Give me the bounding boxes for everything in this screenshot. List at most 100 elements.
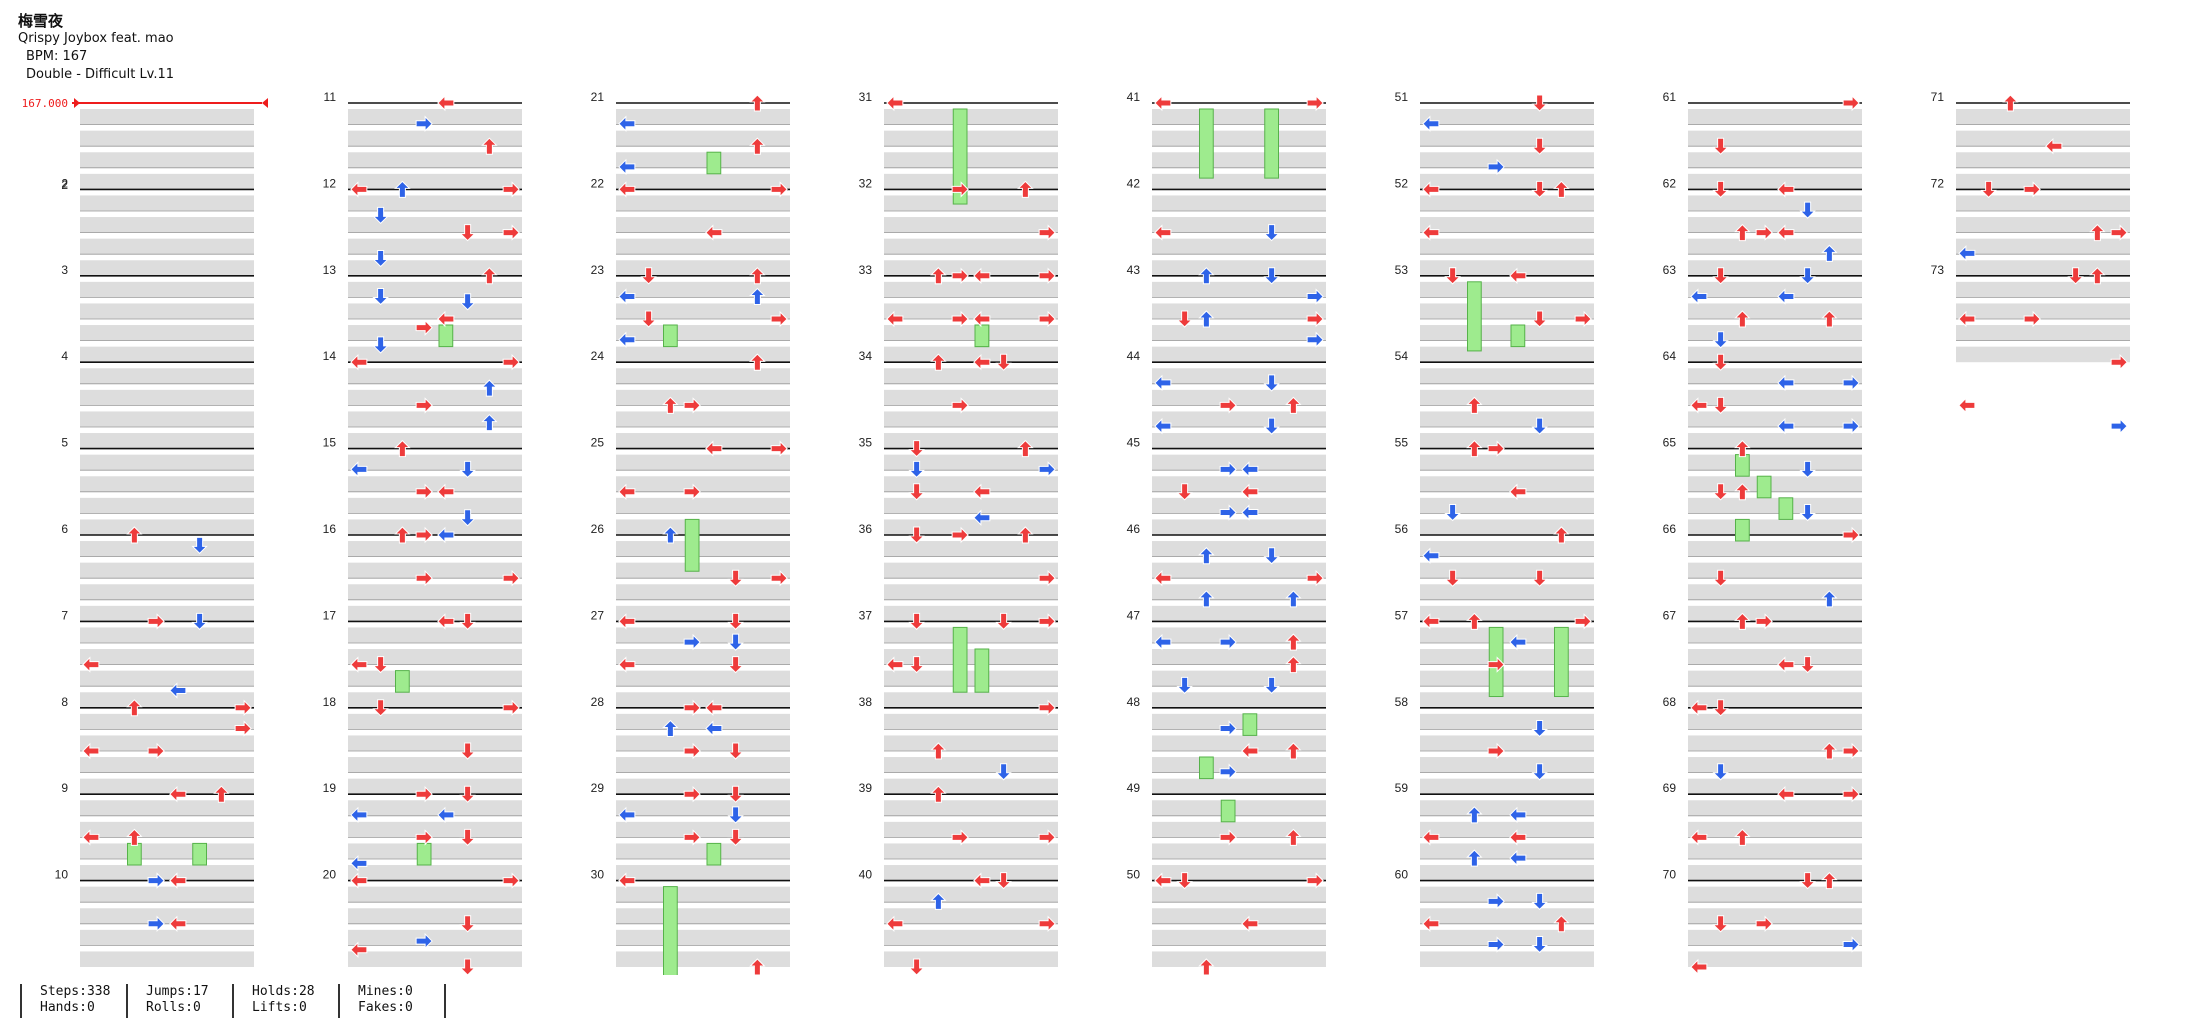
arrow-up-icon: [481, 137, 498, 155]
hold-note: [438, 324, 454, 348]
beat-band: [1688, 886, 1862, 903]
arrow-left-icon: [169, 872, 187, 889]
arrow-down-icon: [191, 536, 208, 555]
beat-band: [616, 886, 790, 903]
beat-band: [80, 368, 254, 384]
measure-number: 59: [1395, 781, 1409, 795]
arrow-up-icon: [1734, 483, 1751, 501]
arrow-down-icon: [995, 763, 1012, 781]
hold-note: [974, 648, 990, 693]
arrow-left-icon: [618, 656, 636, 673]
measure-number: 72: [1931, 176, 1945, 190]
beat-band: [80, 605, 254, 622]
beat-band: [1152, 173, 1326, 190]
beat-band: [1688, 173, 1862, 190]
beat-band: [1152, 800, 1326, 816]
beat-band: [1152, 109, 1326, 125]
beat-band: [1688, 670, 1862, 687]
beat-band: [1688, 929, 1862, 946]
beat-band: [80, 800, 254, 816]
arrow-right-icon: [147, 872, 165, 889]
measure-number: 7: [61, 608, 68, 622]
arrow-left-icon: [973, 872, 991, 889]
steps-count: Steps:338: [40, 984, 111, 999]
arrow-right-icon: [1219, 504, 1237, 521]
arrow-down-icon: [908, 483, 925, 501]
measure-number: 64: [1663, 349, 1677, 363]
beat-band: [616, 411, 790, 427]
beat-band: [1152, 692, 1326, 708]
arrow-right-icon: [1306, 288, 1324, 305]
arrow-up-icon: [930, 353, 947, 371]
arrow-up-icon: [1553, 526, 1570, 544]
arrow-right-icon: [415, 569, 433, 587]
beat-band: [1420, 865, 1594, 881]
beat-band: [80, 562, 254, 579]
arrow-down-icon: [372, 336, 389, 354]
arrow-down-icon: [1712, 137, 1729, 155]
measure-number: 2: [61, 176, 68, 190]
hold-note: [952, 108, 968, 205]
beat-band: [616, 325, 790, 341]
beat-band: [616, 778, 790, 795]
arrow-right-icon: [770, 440, 788, 457]
beat-band: [1152, 757, 1326, 773]
arrow-down-icon: [1263, 547, 1280, 565]
arrow-left-icon: [1154, 224, 1172, 241]
arrow-down-icon: [372, 206, 389, 225]
arrow-down-icon: [1263, 267, 1280, 285]
arrow-up-icon: [1553, 915, 1570, 933]
beat-band: [1152, 908, 1326, 924]
beat-band: [884, 346, 1058, 363]
arrow-down-icon: [640, 267, 657, 285]
arrow-up-icon: [1466, 849, 1483, 867]
hands-count: Hands:0: [40, 1000, 95, 1015]
beat-band: [348, 649, 522, 665]
arrow-left-icon: [705, 440, 723, 457]
measure-number: 56: [1395, 522, 1409, 536]
beat-band: [1956, 260, 2130, 276]
arrow-down-icon: [1531, 180, 1548, 199]
beat-band: [1956, 217, 2130, 233]
arrow-up-icon: [1285, 828, 1302, 846]
measure-number: 28: [591, 695, 605, 709]
beat-band: [348, 476, 522, 492]
beat-band: [1688, 130, 1862, 147]
beat-band: [1152, 281, 1326, 298]
beat-band: [1152, 951, 1326, 967]
beat-band: [884, 886, 1058, 903]
arrow-left-icon: [886, 310, 904, 328]
beat-band: [80, 325, 254, 341]
beat-band: [616, 389, 790, 406]
arrow-right-icon: [683, 699, 701, 717]
arrow-right-icon: [2110, 224, 2128, 241]
measure-number: 27: [591, 608, 605, 622]
beat-band: [616, 757, 790, 773]
beat-band: [348, 281, 522, 298]
arrow-down-icon: [1176, 310, 1193, 328]
beat-band: [1420, 713, 1594, 730]
arrow-down-icon: [908, 656, 925, 674]
arrow-down-icon: [1712, 267, 1729, 285]
fakes-count: Fakes:0: [358, 1000, 413, 1015]
hold-note: [1199, 756, 1214, 780]
arrow-up-icon: [749, 267, 766, 285]
measure-number: 67: [1663, 608, 1677, 622]
arrow-down-icon: [1712, 915, 1729, 933]
arrow-left-icon: [1958, 310, 1976, 328]
beat-band: [884, 109, 1058, 125]
arrow-down-icon: [1799, 504, 1816, 522]
arrow-up-icon: [930, 267, 947, 285]
arrow-down-icon: [1799, 460, 1816, 479]
arrow-left-icon: [437, 483, 455, 501]
beat-band: [884, 541, 1058, 557]
beat-band: [616, 303, 790, 319]
arrow-right-icon: [1219, 720, 1237, 737]
mines-count: Mines:0: [358, 984, 413, 999]
hold-note: [1264, 108, 1279, 179]
beat-band: [1420, 929, 1594, 946]
arrow-left-icon: [1422, 224, 1440, 241]
hold-note: [1242, 713, 1258, 736]
hold-note: [663, 886, 678, 975]
arrow-down-icon: [1531, 763, 1548, 781]
